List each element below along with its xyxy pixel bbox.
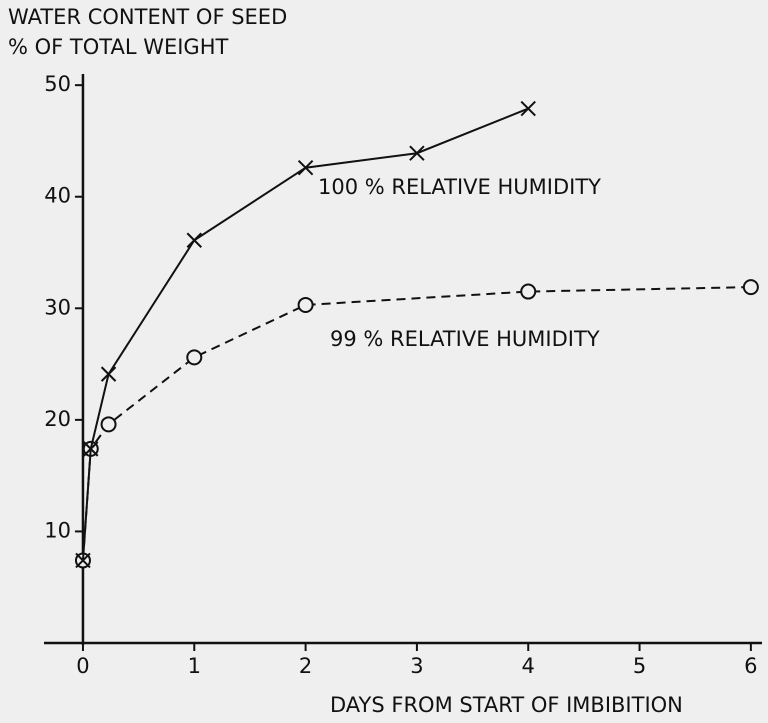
- y-tick-label: 30: [44, 295, 71, 319]
- y-tick-label: 20: [44, 407, 71, 431]
- x-tick-label: 6: [744, 654, 757, 678]
- series-label: 100 % RELATIVE HUMIDITY: [318, 175, 601, 199]
- marker: [520, 283, 537, 300]
- x-tick-label: 5: [633, 654, 646, 678]
- marker: [186, 349, 203, 366]
- marker: [409, 145, 425, 161]
- y-tick-label: 40: [44, 184, 71, 208]
- x-axis-label: DAYS FROM START OF IMBIBITION: [330, 693, 683, 717]
- x-tick-label: 1: [188, 654, 201, 678]
- marker: [100, 366, 117, 382]
- series-label: 99 % RELATIVE HUMIDITY: [330, 327, 600, 351]
- marker: [297, 160, 314, 176]
- x-tick-label: 3: [410, 654, 423, 678]
- y-tick-label: 50: [44, 72, 71, 96]
- y-axis-label: % OF TOTAL WEIGHT: [8, 35, 228, 59]
- y-tick-label: 10: [44, 518, 71, 542]
- marker: [186, 232, 202, 248]
- marker: [100, 416, 117, 433]
- marker: [75, 552, 91, 569]
- x-tick-label: 2: [299, 654, 312, 678]
- y-axis-label: WATER CONTENT OF SEED: [8, 5, 287, 29]
- marker: [297, 296, 314, 313]
- x-tick-label: 4: [522, 654, 535, 678]
- marker: [520, 100, 536, 117]
- x-tick-label: 0: [76, 654, 89, 678]
- marker: [83, 441, 99, 457]
- marker: [742, 279, 759, 296]
